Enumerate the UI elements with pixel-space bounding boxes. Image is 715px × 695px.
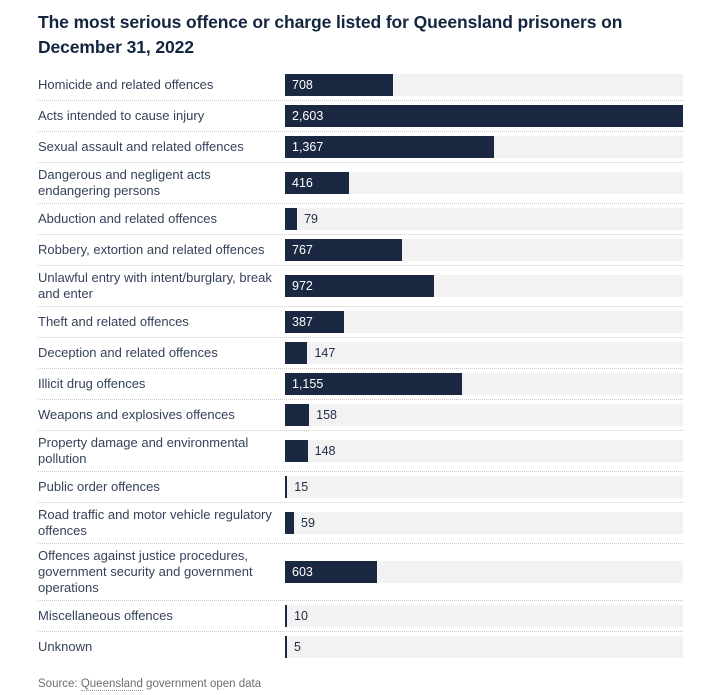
chart-row: Illicit drug offences 1,155 xyxy=(38,369,683,400)
bar-value: 10 xyxy=(294,609,308,623)
bar-value: 158 xyxy=(316,408,338,422)
category-label: Weapons and explosives offences xyxy=(38,407,235,422)
bar-track: 603 xyxy=(285,561,683,583)
category-label: Homicide and related offences xyxy=(38,77,214,92)
bar: 2,603 xyxy=(285,105,683,127)
chart-title: The most serious offence or charge liste… xyxy=(38,12,623,57)
category-label: Offences against justice procedures, gov… xyxy=(38,548,253,595)
category-label: Deception and related offences xyxy=(38,345,218,360)
bar-track: 2,603 xyxy=(285,105,683,127)
bar-track: 148 xyxy=(285,440,683,462)
chart-row: Public order offences 15 xyxy=(38,472,683,503)
bar: 603 xyxy=(285,561,378,583)
bar: 387 xyxy=(285,311,345,333)
chart-rows: Homicide and related offences 708 Acts i… xyxy=(38,70,683,662)
bar-value: 416 xyxy=(292,176,313,190)
chart-row: Weapons and explosives offences 158 xyxy=(38,400,683,431)
bar-track: 708 xyxy=(285,74,683,96)
bar-value: 59 xyxy=(301,516,315,530)
bar-value: 2,603 xyxy=(292,109,324,123)
category-label: Unknown xyxy=(38,639,93,654)
chart-row: Dangerous and negligent acts endangering… xyxy=(38,163,683,204)
bar-track: 10 xyxy=(285,605,683,627)
bar: 708 xyxy=(285,74,394,96)
category-label: Road traffic and motor vehicle regulator… xyxy=(38,507,272,538)
category-label: Unlawful entry with intent/burglary, bre… xyxy=(38,270,272,301)
category-label: Sexual assault and related offences xyxy=(38,139,244,154)
bar-track: 1,155 xyxy=(285,373,683,395)
bar-track: 972 xyxy=(285,275,683,297)
bar: 1,367 xyxy=(285,136,494,158)
bar xyxy=(285,512,295,534)
bar xyxy=(285,208,298,230)
bar xyxy=(285,404,310,426)
bar-value: 972 xyxy=(292,279,313,293)
bar-value: 1,155 xyxy=(292,377,324,391)
source-suffix: government open data xyxy=(142,678,262,690)
bar: 1,155 xyxy=(285,373,462,395)
chart-row: Acts intended to cause injury 2,603 xyxy=(38,101,683,132)
bar-value: 5 xyxy=(294,640,301,654)
bar-value: 1,367 xyxy=(292,140,324,154)
bar-track: 147 xyxy=(285,342,683,364)
bar-value: 708 xyxy=(292,78,313,92)
bar-track: 387 xyxy=(285,311,683,333)
category-label: Dangerous and negligent acts endangering… xyxy=(38,167,211,198)
bar-value: 387 xyxy=(292,315,313,329)
bar-track: 416 xyxy=(285,172,683,194)
bar-value: 603 xyxy=(292,565,313,579)
chart-row: Unknown 5 xyxy=(38,632,683,662)
chart-row: Theft and related offences 387 xyxy=(38,307,683,338)
bar-track: 158 xyxy=(285,404,683,426)
bar xyxy=(285,440,308,462)
chart-row: Homicide and related offences 708 xyxy=(38,70,683,101)
bar-value: 79 xyxy=(304,212,318,226)
category-label: Theft and related offences xyxy=(38,314,189,329)
category-label: Miscellaneous offences xyxy=(38,608,173,623)
bar: 972 xyxy=(285,275,434,297)
bar-track: 15 xyxy=(285,476,683,498)
chart-row: Offences against justice procedures, gov… xyxy=(38,544,683,601)
category-label: Public order offences xyxy=(38,479,160,494)
chart-row: Robbery, extortion and related offences … xyxy=(38,235,683,266)
bar xyxy=(285,342,308,364)
bar-track: 5 xyxy=(285,636,683,658)
bar-track: 59 xyxy=(285,512,683,534)
bar xyxy=(285,636,287,658)
category-label: Abduction and related offences xyxy=(38,211,218,226)
bar: 416 xyxy=(285,172,349,194)
chart-row: Miscellaneous offences 10 xyxy=(38,601,683,632)
category-label: Acts intended to cause injury xyxy=(38,108,205,123)
chart-row: Property damage and environmental pollut… xyxy=(38,431,683,472)
category-label: Property damage and environmental pollut… xyxy=(38,435,249,466)
chart-row: Abduction and related offences 79 xyxy=(38,204,683,235)
source-link[interactable]: Queensland xyxy=(80,678,143,691)
chart-row: Unlawful entry with intent/burglary, bre… xyxy=(38,266,683,307)
category-label: Robbery, extortion and related offences xyxy=(38,242,265,257)
bar: 767 xyxy=(285,239,403,261)
bar xyxy=(285,605,287,627)
chart-row: Road traffic and motor vehicle regulator… xyxy=(38,503,683,544)
bar-value: 147 xyxy=(314,346,336,360)
bar-value: 148 xyxy=(314,444,336,458)
chart-row: Sexual assault and related offences 1,36… xyxy=(38,132,683,163)
source-note: Source: Queensland government open data xyxy=(38,678,683,691)
chart-row: Deception and related offences 147 xyxy=(38,338,683,369)
bar-value: 767 xyxy=(292,243,313,257)
bar-track: 79 xyxy=(285,208,683,230)
category-label: Illicit drug offences xyxy=(38,376,146,391)
bar-value: 15 xyxy=(294,480,309,494)
source-prefix: Source: xyxy=(38,678,81,690)
bar-track: 767 xyxy=(285,239,683,261)
bar-track: 1,367 xyxy=(285,136,683,158)
bar xyxy=(285,476,288,498)
